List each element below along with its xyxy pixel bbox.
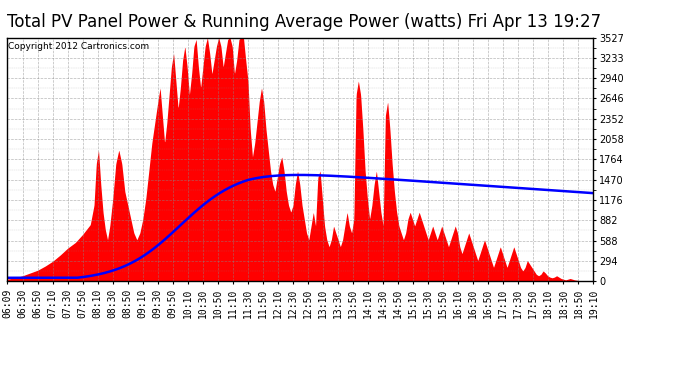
Text: Copyright 2012 Cartronics.com: Copyright 2012 Cartronics.com — [8, 42, 149, 51]
Text: Total PV Panel Power & Running Average Power (watts) Fri Apr 13 19:27: Total PV Panel Power & Running Average P… — [6, 13, 601, 31]
